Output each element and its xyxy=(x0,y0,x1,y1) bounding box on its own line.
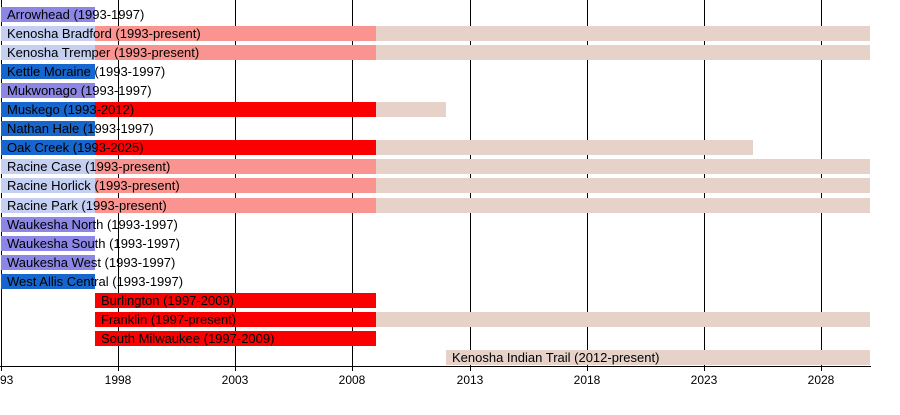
row-label: Muskego (1993-2012) xyxy=(7,102,135,117)
timeline-bar-segment xyxy=(95,159,376,174)
row-label: Waukesha North (1993-1997) xyxy=(7,217,178,232)
axis-tick-label-2018: 2018 xyxy=(573,373,601,387)
row-label: Burlington (1997-2009) xyxy=(101,293,234,308)
timeline-bar-segment xyxy=(1,26,95,41)
timeline-bar-segment xyxy=(95,312,376,327)
timeline-bar-segment xyxy=(95,331,376,346)
timeline-bar-segment xyxy=(1,7,95,22)
row-label: Waukesha West (1993-1997) xyxy=(7,255,176,270)
row-label: Kettle Moraine (1993-1997) xyxy=(7,64,166,79)
timeline-bar-segment xyxy=(1,236,95,251)
timeline-bar-segment xyxy=(1,178,95,193)
axis-tick-label-1998: 1998 xyxy=(104,373,132,387)
timeline-bar-segment xyxy=(1,140,95,155)
timeline-bar-segment xyxy=(1,255,95,270)
row-label: Kenosha Bradford (1993-present) xyxy=(7,26,201,41)
timeline-bar-segment xyxy=(1,274,95,289)
timeline-bar-segment xyxy=(1,83,95,98)
timeline-bar-segment xyxy=(95,26,376,41)
timeline-bar-segment xyxy=(376,102,446,117)
timeline-bar-segment xyxy=(1,198,95,213)
row-label: Kenosha Tremper (1993-present) xyxy=(7,45,200,60)
row-label: Franklin (1997-present) xyxy=(101,312,237,327)
row-label: Nathan Hale (1993-1997) xyxy=(7,121,154,136)
timeline-bar-segment xyxy=(95,102,376,117)
timeline-bar-segment xyxy=(1,121,95,136)
timeline-bar-segment xyxy=(95,178,376,193)
timeline-bar-segment xyxy=(95,293,376,308)
timeline-bar-segment xyxy=(95,45,376,60)
row-label: Arrowhead (1993-1997) xyxy=(7,7,145,22)
timeline-bar-segment xyxy=(1,102,95,117)
timeline-bar-segment xyxy=(376,159,870,174)
row-label: Racine Park (1993-present) xyxy=(7,198,167,213)
axis-tick-label-2013: 2013 xyxy=(456,373,484,387)
axis-tick-label-2023: 2023 xyxy=(690,373,718,387)
row-label: Oak Creek (1993-2025) xyxy=(7,140,144,155)
timeline-bar-segment xyxy=(446,350,870,365)
timeline-bar-segment xyxy=(95,140,376,155)
row-label: Kenosha Indian Trail (2012-present) xyxy=(452,350,660,365)
x-axis-line xyxy=(0,366,871,367)
timeline-bar-segment xyxy=(1,159,95,174)
row-label: West Allis Central (1993-1997) xyxy=(7,274,184,289)
timeline-bar-segment xyxy=(376,178,870,193)
row-label: Waukesha South (1993-1997) xyxy=(7,236,180,251)
axis-tick-label-2028: 2028 xyxy=(807,373,835,387)
timeline-bar-segment xyxy=(1,45,95,60)
axis-tick-label-2008: 2008 xyxy=(338,373,366,387)
row-label: Mukwonago (1993-1997) xyxy=(7,83,152,98)
timeline-bar-segment xyxy=(95,198,376,213)
timeline-bar-segment xyxy=(376,312,870,327)
timeline-bar-segment xyxy=(376,140,753,155)
row-label: Racine Horlick (1993-present) xyxy=(7,178,180,193)
axis-tick-label-2003: 2003 xyxy=(221,373,249,387)
timeline-bar-segment xyxy=(376,198,870,213)
row-label: South Milwaukee (1997-2009) xyxy=(101,331,275,346)
timeline-bar-segment xyxy=(1,64,95,79)
timeline-bar-segment xyxy=(1,217,95,232)
timeline-bar-segment xyxy=(376,26,870,41)
axis-tick-label-1993: 93 xyxy=(0,373,14,387)
row-label: Racine Case (1993-present) xyxy=(7,159,171,174)
timeline-bar-segment xyxy=(376,45,870,60)
